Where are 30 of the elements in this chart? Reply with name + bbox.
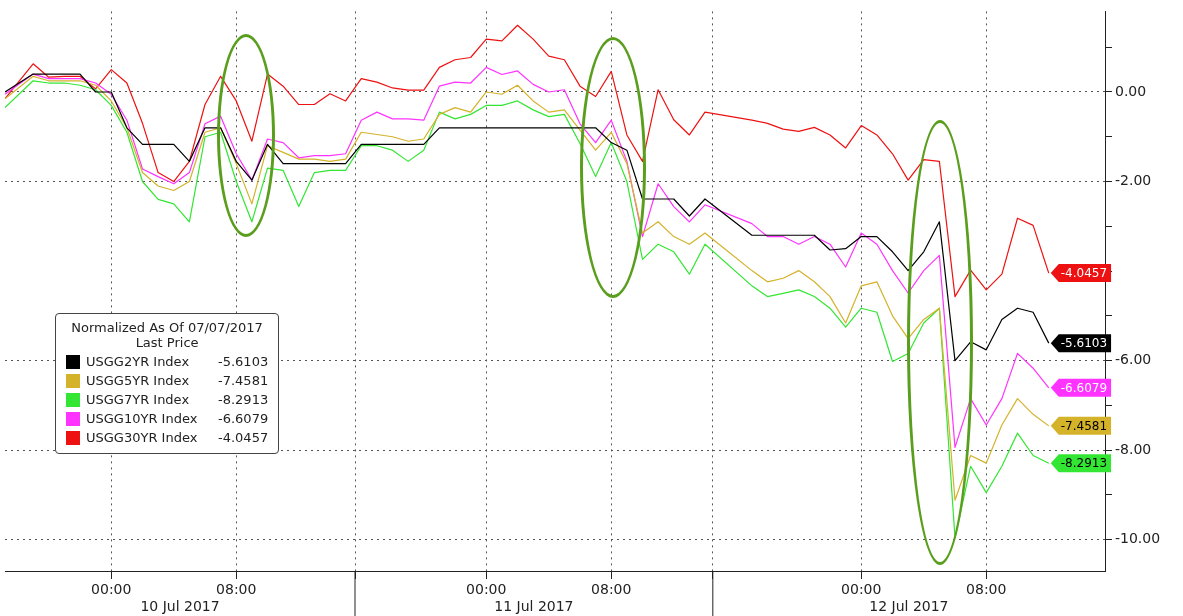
legend-label: USGG7YR Index	[86, 392, 191, 407]
x-tick-label: 00:00	[841, 581, 882, 598]
x-tick-label: 00:00	[91, 581, 132, 598]
text: 12 Jul 2017	[869, 597, 949, 614]
text: 11 Jul 2017	[494, 597, 574, 614]
legend-label: USGG2YR Index	[86, 354, 191, 369]
y-tick-label: 0.00	[1115, 82, 1147, 99]
x-tick-label: 08:00	[216, 581, 257, 598]
x-tick-label: 08:00	[591, 581, 632, 598]
y-tick-label: -2.00	[1115, 172, 1152, 189]
y-tick-label: -10.00	[1115, 530, 1161, 547]
text: 10 Jul 2017	[140, 597, 220, 614]
data-label: -7.4581	[1060, 418, 1108, 433]
text: -6.6079	[218, 411, 269, 426]
legend-label: USGG30YR Index	[86, 430, 199, 445]
data-label: -8.2913	[1060, 456, 1108, 471]
y-tick-label: -8.00	[1115, 440, 1152, 457]
data-label: -6.6079	[1060, 380, 1108, 395]
text: -8.2913	[218, 392, 269, 407]
y-tick-label: -6.00	[1115, 351, 1152, 368]
legend-title: Normalized As Of 07/07/2017 Last Price	[70, 320, 264, 350]
x-tick-label: 08:00	[966, 581, 1007, 598]
legend-label: USGG5YR Index	[86, 373, 191, 388]
x-tick-label: 00:00	[466, 581, 507, 598]
text: -7.4581	[218, 373, 269, 388]
text: -4.0457	[218, 430, 269, 445]
data-label: -4.0457	[1060, 266, 1108, 281]
text: -5.6103	[218, 354, 269, 369]
data-label: -5.6103	[1060, 336, 1108, 351]
legend-label: USGG10YR Index	[86, 411, 199, 426]
